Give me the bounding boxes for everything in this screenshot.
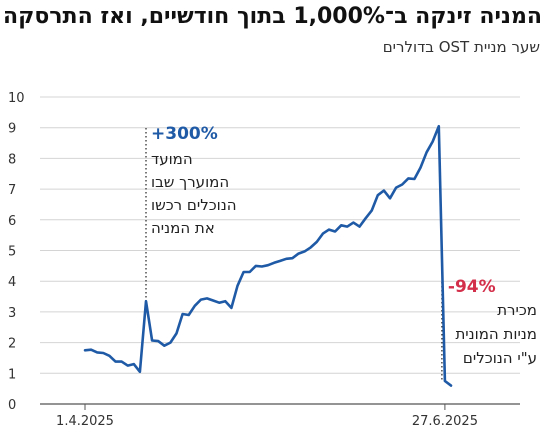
annotation-value: -94% xyxy=(448,277,496,297)
y-tick-label: 10 xyxy=(8,91,25,106)
chart-subtitle: שער מניית OST בדולרים xyxy=(382,38,540,56)
x-axis: 1.4.2025 27.6.2025 xyxy=(56,404,478,429)
x-tick-label: 27.6.2025 xyxy=(412,414,478,429)
series-group xyxy=(83,124,453,387)
y-tick-label: 0 xyxy=(8,398,16,413)
series-line xyxy=(83,124,453,387)
annotation-text: את המניה xyxy=(151,219,215,237)
annotation-text: ע"י הנוכלים xyxy=(463,349,537,367)
y-tick-label: 2 xyxy=(8,337,16,352)
y-axis: 0 1 2 3 4 5 6 7 8 9 10 xyxy=(8,91,25,413)
y-tick-label: 5 xyxy=(8,245,16,260)
annotation-text: מניות המונית xyxy=(455,325,537,343)
x-tick-label: 1.4.2025 xyxy=(56,414,114,429)
annotation-text: המועד xyxy=(151,150,193,168)
annotation-text: הנוכלים רכשו xyxy=(151,196,237,214)
annotation-text: מכירת xyxy=(497,301,537,319)
y-tick-label: 9 xyxy=(8,122,16,137)
annotations: +300% המועד המוערך שבו הנוכלים רכשו את המניה… xyxy=(151,124,537,367)
chart-title: המניה זינקה ב־1,000% בתוך חודשיים, ואז ה… xyxy=(3,4,542,29)
y-tick-label: 1 xyxy=(8,367,16,382)
annotation-value: +300% xyxy=(151,124,218,144)
y-tick-label: 7 xyxy=(8,183,16,198)
y-tick-label: 6 xyxy=(8,214,16,229)
y-tick-label: 8 xyxy=(8,152,16,167)
y-tick-label: 4 xyxy=(8,275,16,290)
y-tick-label: 3 xyxy=(8,306,16,321)
annotation-text: המוערך שבו xyxy=(151,173,229,191)
